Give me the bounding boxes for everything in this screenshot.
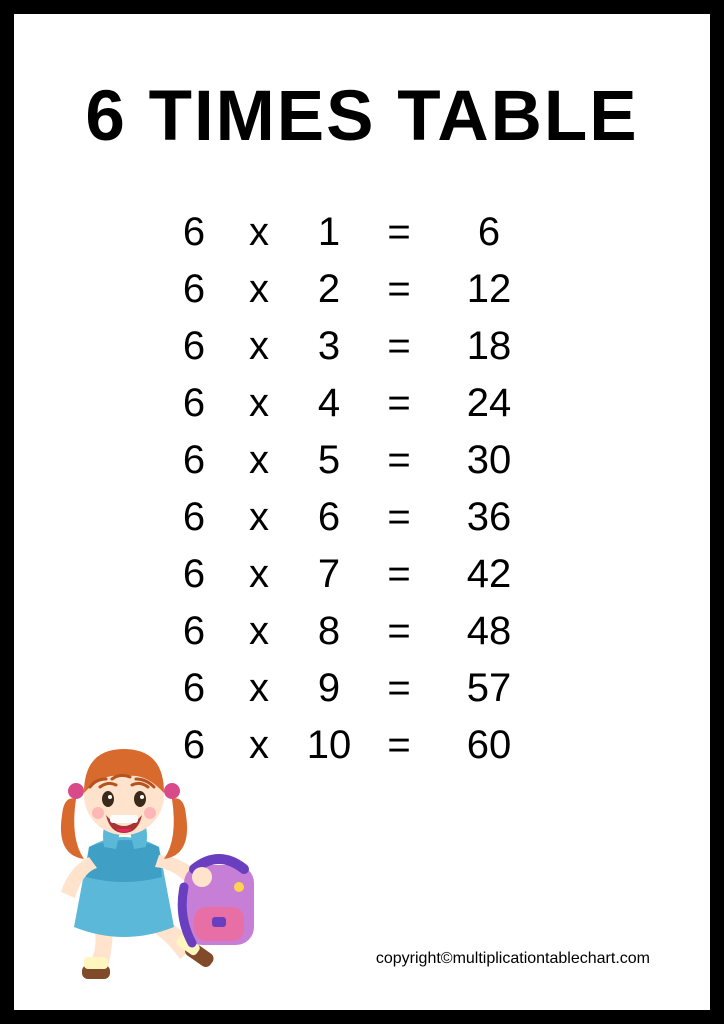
- table-row: 6x4=24: [164, 375, 594, 432]
- multiplier: 7: [294, 552, 364, 597]
- product: 42: [434, 552, 544, 597]
- copyright-text: copyright©multiplicationtablechart.com: [376, 950, 650, 968]
- multiplier: 10: [294, 723, 364, 768]
- product: 60: [434, 723, 544, 768]
- page-frame: 6 TIMES TABLE 6x1=66x2=126x3=186x4=246x5…: [0, 0, 724, 1024]
- operator: x: [224, 438, 294, 483]
- product: 24: [434, 381, 544, 426]
- multiplier: 6: [294, 495, 364, 540]
- operator: x: [224, 495, 294, 540]
- page-title: 6 TIMES TABLE: [14, 76, 710, 157]
- equals: =: [364, 495, 434, 540]
- product: 12: [434, 267, 544, 312]
- product: 6: [434, 210, 544, 255]
- girl-with-backpack-illustration: [34, 737, 269, 982]
- product: 48: [434, 609, 544, 654]
- equals: =: [364, 723, 434, 768]
- table-row: 6x6=36: [164, 489, 594, 546]
- equals: =: [364, 666, 434, 711]
- equals: =: [364, 267, 434, 312]
- operator: x: [224, 267, 294, 312]
- table-row: 6x5=30: [164, 432, 594, 489]
- equals: =: [364, 552, 434, 597]
- product: 18: [434, 324, 544, 369]
- operator: x: [224, 552, 294, 597]
- multiplier: 8: [294, 609, 364, 654]
- multiplicand: 6: [164, 495, 224, 540]
- multiplicand: 6: [164, 324, 224, 369]
- table-row: 6x7=42: [164, 546, 594, 603]
- multiplicand: 6: [164, 666, 224, 711]
- product: 36: [434, 495, 544, 540]
- operator: x: [224, 324, 294, 369]
- equals: =: [364, 609, 434, 654]
- multiplicand: 6: [164, 609, 224, 654]
- operator: x: [224, 609, 294, 654]
- table-row: 6x1=6: [164, 204, 594, 261]
- operator: x: [224, 666, 294, 711]
- multiplicand: 6: [164, 267, 224, 312]
- table-row: 6x9=57: [164, 660, 594, 717]
- table-row: 6x2=12: [164, 261, 594, 318]
- operator: x: [224, 210, 294, 255]
- multiplier: 1: [294, 210, 364, 255]
- times-table: 6x1=66x2=126x3=186x4=246x5=306x6=366x7=4…: [164, 204, 594, 774]
- multiplicand: 6: [164, 210, 224, 255]
- multiplier: 4: [294, 381, 364, 426]
- multiplicand: 6: [164, 438, 224, 483]
- multiplier: 5: [294, 438, 364, 483]
- product: 57: [434, 666, 544, 711]
- equals: =: [364, 210, 434, 255]
- multiplicand: 6: [164, 552, 224, 597]
- equals: =: [364, 324, 434, 369]
- operator: x: [224, 381, 294, 426]
- multiplier: 2: [294, 267, 364, 312]
- multiplier: 9: [294, 666, 364, 711]
- table-row: 6x8=48: [164, 603, 594, 660]
- product: 30: [434, 438, 544, 483]
- multiplicand: 6: [164, 381, 224, 426]
- multiplier: 3: [294, 324, 364, 369]
- table-row: 6x3=18: [164, 318, 594, 375]
- equals: =: [364, 381, 434, 426]
- equals: =: [364, 438, 434, 483]
